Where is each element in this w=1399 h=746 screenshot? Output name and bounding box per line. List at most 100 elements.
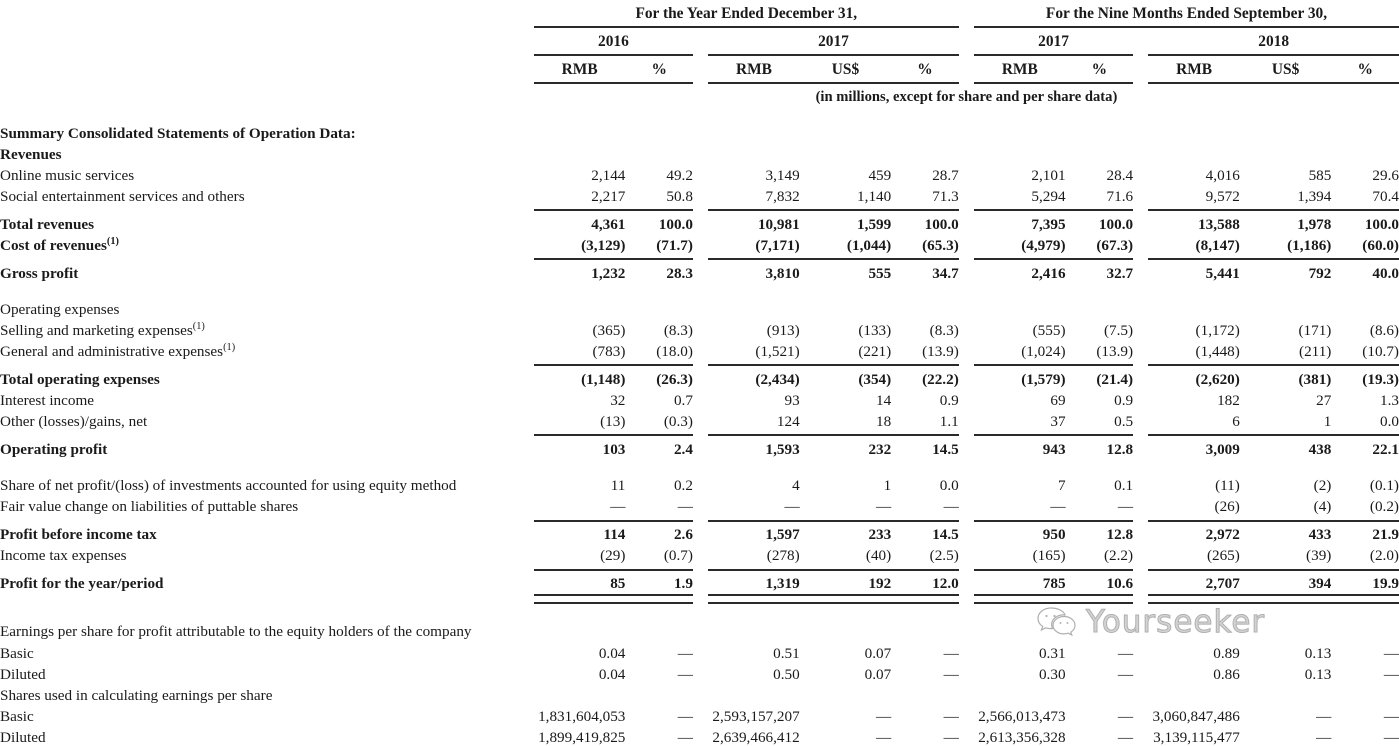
table-row: Selling and marketing expenses(1) (365) (8… <box>0 317 1399 338</box>
row-label: Revenues <box>0 146 62 163</box>
table-cell: 394 <box>1308 575 1332 593</box>
table-cell: 93 <box>784 392 800 410</box>
table-cell: (8.3) <box>663 322 693 340</box>
table-cell: — <box>943 665 959 683</box>
table-cell: (0.1) <box>1369 477 1399 495</box>
table-cell: — <box>1117 665 1134 683</box>
table-cell: (165) <box>1032 547 1066 565</box>
table-cell: 27 <box>1316 392 1332 410</box>
table-row: Diluted 0.04 — 0.50 0.07 — 0.30 — 0.86 0.13 — <box>0 661 1399 682</box>
table-cell: 12.0 <box>932 575 959 593</box>
table-cell: 37 <box>1050 413 1066 431</box>
table-cell: 49.2 <box>666 167 693 184</box>
table-cell: 0.13 <box>1304 644 1332 662</box>
table-cell: 12.8 <box>1106 526 1134 544</box>
table-cell: (18.0) <box>656 343 693 361</box>
table-cell: (1,448) <box>1195 343 1240 361</box>
table-cell: — <box>677 498 693 516</box>
table-cell: — <box>1383 707 1399 725</box>
table-cell: 2,707 <box>1205 575 1240 593</box>
table-body: Summary Consolidated Statements of Opera… <box>0 120 1399 745</box>
table-cell: 5,441 <box>1205 265 1240 282</box>
table-cell: (13) <box>600 413 626 431</box>
table-cell: (783) <box>592 343 626 361</box>
row-label: Share of net profit/(loss) of investment… <box>0 476 457 494</box>
table-cell: 1,394 <box>1297 188 1332 205</box>
row-rule <box>0 515 1399 522</box>
table-cell: 2,639,466,412 <box>712 728 800 746</box>
table-row: Diluted 1,899,419,825 — 2,639,466,412 — — 2,61… <box>0 724 1399 745</box>
table-cell: 3,139,115,477 <box>1153 728 1240 746</box>
table-cell: (1,148) <box>581 371 626 389</box>
table-cell: (365) <box>592 322 626 340</box>
table-cell: — <box>1117 498 1134 516</box>
table-cell: 0.51 <box>773 644 800 662</box>
table-cell: 32 <box>610 392 626 410</box>
header-year-2018-3: 2018 <box>1258 32 1290 50</box>
table-cell: 19.9 <box>1372 575 1399 593</box>
table-cell: 50.8 <box>666 188 693 205</box>
table-cell: 1,831,604,053 <box>538 707 626 725</box>
table-cell: 0.5 <box>1114 413 1134 431</box>
table-cell: 4 <box>792 477 800 495</box>
table-cell: 792 <box>1308 265 1332 282</box>
table-cell: (265) <box>1206 547 1240 565</box>
table-cell: 555 <box>868 265 892 282</box>
table-cell: — <box>784 498 800 516</box>
table-cell: (381) <box>1298 371 1332 389</box>
table-cell: — <box>1316 707 1332 725</box>
table-cell: 0.9 <box>939 392 959 410</box>
table-cell: (21.4) <box>1096 371 1134 389</box>
table-row: Cost of revenues(1) (3,129) (71.7) (7,171) (… <box>0 232 1399 253</box>
table-row: Profit for the year/period 85 1.9 1,319 192 1… <box>0 571 1399 592</box>
table-cell: — <box>876 707 892 725</box>
row-label: Profit before income tax <box>0 526 157 544</box>
table-cell: — <box>677 665 693 683</box>
table-cell: (3,129) <box>581 237 626 254</box>
table-cell: (10.7) <box>1362 343 1399 361</box>
table-row: Revenues <box>0 141 1399 162</box>
table-cell: 1,593 <box>765 441 800 459</box>
table-cell: 2,217 <box>591 188 626 205</box>
table-row: Income tax expenses (29) (0.7) (278) (40) (2.… <box>0 543 1399 564</box>
table-cell: 85 <box>610 575 626 593</box>
document-page: For the Year Ended December 31, For the N… <box>0 5 1399 745</box>
table-cell: 7,832 <box>765 188 800 205</box>
table-row: Other (losses)/gains, net (13) (0.3) 124 18 1… <box>0 408 1399 429</box>
row-rule <box>0 253 1399 261</box>
table-row: Earnings per share for profit attributab… <box>0 619 1399 640</box>
table-cell: 28.3 <box>666 265 693 282</box>
table-cell: 1 <box>883 477 892 495</box>
table-cell: (1,172) <box>1195 322 1240 340</box>
table-row: Interest income 32 0.7 93 14 0.9 69 0.9 182 27 1.3 <box>0 387 1399 408</box>
table-cell: 100.0 <box>658 216 693 233</box>
table-cell: 0.07 <box>864 665 892 683</box>
row-label: Earnings per share for profit attributab… <box>0 622 472 640</box>
table-cell: — <box>1316 728 1332 746</box>
table-cell: 14.5 <box>932 441 959 459</box>
table-cell: (8.6) <box>1369 322 1399 340</box>
table-cell: (2.5) <box>929 547 959 565</box>
table-cell: 785 <box>1042 575 1066 593</box>
table-cell: 0.7 <box>673 392 693 410</box>
table-cell: 5,294 <box>1031 188 1066 205</box>
header-currency-8: US$ <box>1271 60 1300 78</box>
table-cell: 28.4 <box>1106 167 1134 184</box>
table-cell: — <box>677 644 693 662</box>
row-rule <box>0 592 1399 604</box>
row-label: Social entertainment services and others <box>0 188 245 205</box>
table-cell: 21.9 <box>1372 526 1399 544</box>
table-cell: 0.2 <box>673 477 693 495</box>
table-cell: 182 <box>1217 392 1240 410</box>
table-cell: (354) <box>858 371 892 389</box>
header-currency-5: RMB <box>1001 60 1038 78</box>
table-cell: 2.4 <box>673 441 693 459</box>
table-cell: 28.7 <box>932 167 959 184</box>
row-label: Operating expenses <box>0 301 120 319</box>
table-cell: 1 <box>1323 413 1332 431</box>
row-label: General and administrative expenses(1) <box>0 342 236 361</box>
table-cell: 14.5 <box>932 526 959 544</box>
table-cell: 71.6 <box>1106 188 1134 205</box>
table-cell: 71.3 <box>932 188 959 205</box>
